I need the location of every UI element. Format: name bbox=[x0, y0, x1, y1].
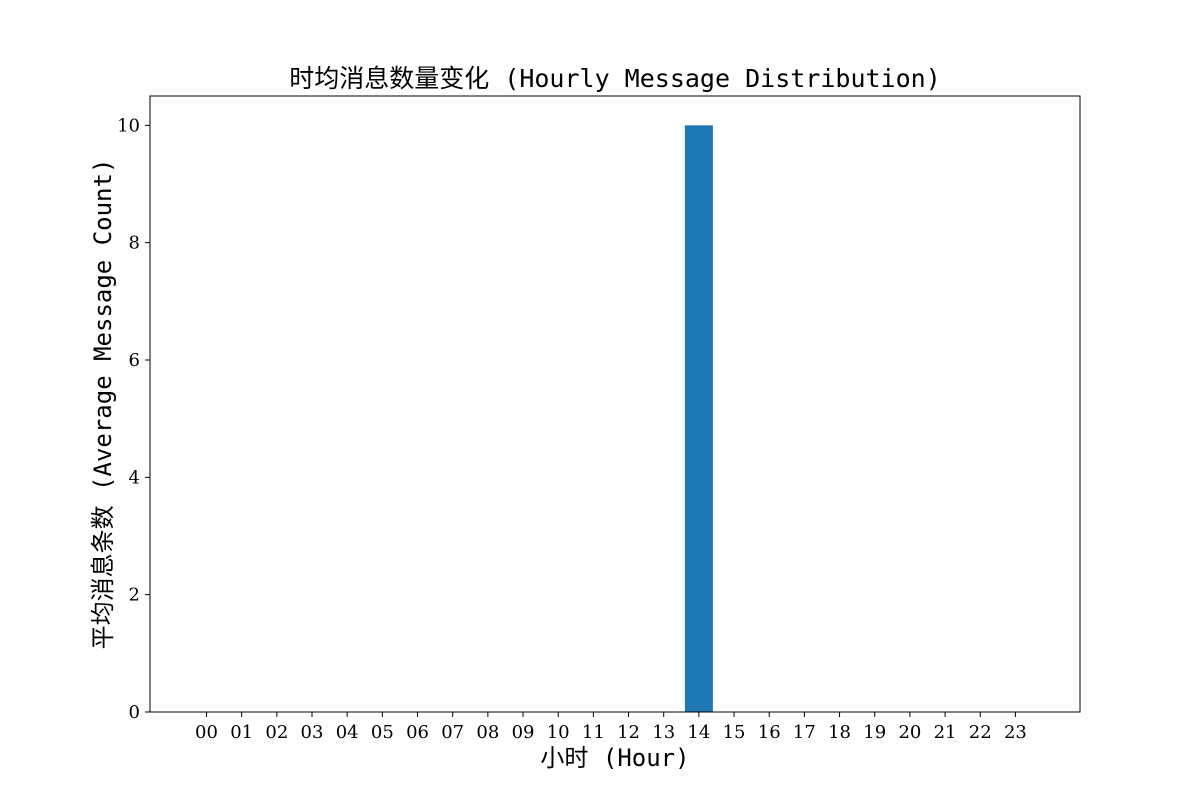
x-tick-label: 08 bbox=[476, 722, 499, 743]
x-axis-label: 小时 (Hour) bbox=[540, 744, 689, 772]
y-axis: 0 2 4 6 8 10 bbox=[117, 115, 150, 723]
y-tick-label: 2 bbox=[129, 585, 140, 606]
x-tick-label: 07 bbox=[441, 722, 464, 743]
x-tick-label: 20 bbox=[898, 722, 921, 743]
y-axis-label: 平均消息条数 (Average Message Count) bbox=[89, 159, 117, 650]
x-tick-label: 23 bbox=[1004, 722, 1027, 743]
x-tick-label: 02 bbox=[265, 722, 288, 743]
x-axis: 00 01 02 03 04 05 06 07 08 09 10 11 12 13 14 15 16 17 18 19… bbox=[195, 712, 1027, 743]
x-tick-label: 21 bbox=[934, 722, 957, 743]
x-tick-label: 04 bbox=[336, 722, 359, 743]
x-tick-label: 15 bbox=[723, 722, 746, 743]
x-tick-label: 01 bbox=[230, 722, 253, 743]
x-tick-label: 22 bbox=[969, 722, 992, 743]
x-tick-label: 06 bbox=[406, 722, 429, 743]
x-tick-label: 09 bbox=[512, 722, 535, 743]
y-tick-label: 0 bbox=[129, 702, 140, 723]
x-tick-label: 19 bbox=[863, 722, 886, 743]
x-tick-label: 18 bbox=[828, 722, 851, 743]
x-tick-label: 03 bbox=[301, 722, 324, 743]
x-tick-label: 14 bbox=[687, 722, 710, 743]
chart-title: 时均消息数量变化 (Hourly Message Distribution) bbox=[289, 64, 941, 93]
x-tick-label: 11 bbox=[582, 722, 605, 743]
x-tick-label: 05 bbox=[371, 722, 394, 743]
bars-group bbox=[684, 125, 713, 712]
plot-frame bbox=[149, 95, 1081, 713]
x-tick-label: 17 bbox=[793, 722, 816, 743]
x-tick-label: 10 bbox=[547, 722, 570, 743]
y-tick-label: 4 bbox=[129, 467, 140, 488]
y-tick-label: 10 bbox=[117, 115, 140, 136]
x-tick-label: 00 bbox=[195, 722, 218, 743]
bar-14 bbox=[684, 125, 713, 712]
x-tick-label: 16 bbox=[758, 722, 781, 743]
y-tick-label: 8 bbox=[129, 233, 140, 254]
x-tick-label: 13 bbox=[652, 722, 675, 743]
x-tick-label: 12 bbox=[617, 722, 640, 743]
y-tick-label: 6 bbox=[129, 350, 140, 371]
